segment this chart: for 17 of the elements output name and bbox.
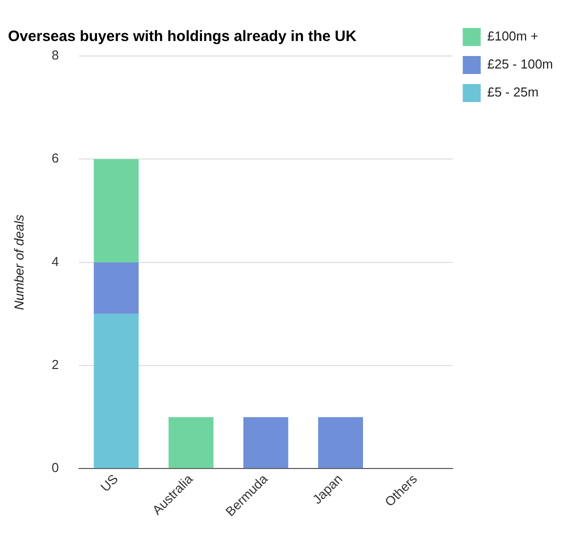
y-tick-label: 4 [52,254,59,269]
y-tick-label: 6 [52,150,59,166]
chart-title: Overseas buyers with holdings already in the UK [8,28,357,46]
legend-label: £100m + [487,28,538,44]
bar [94,159,139,262]
y-axis-title: Number of deals [11,214,26,310]
bar [94,314,139,468]
y-tick-label: 0 [52,460,59,476]
y-tick-label: 8 [52,48,59,63]
legend-label: £5 - 25m [487,84,539,100]
legend-label: £25 - 100m [487,56,554,72]
x-tick-label: US [97,471,122,495]
bar [318,417,363,468]
y-tick-label: 2 [52,357,59,372]
bar [94,262,139,314]
bar [243,417,288,468]
bar [168,417,214,468]
